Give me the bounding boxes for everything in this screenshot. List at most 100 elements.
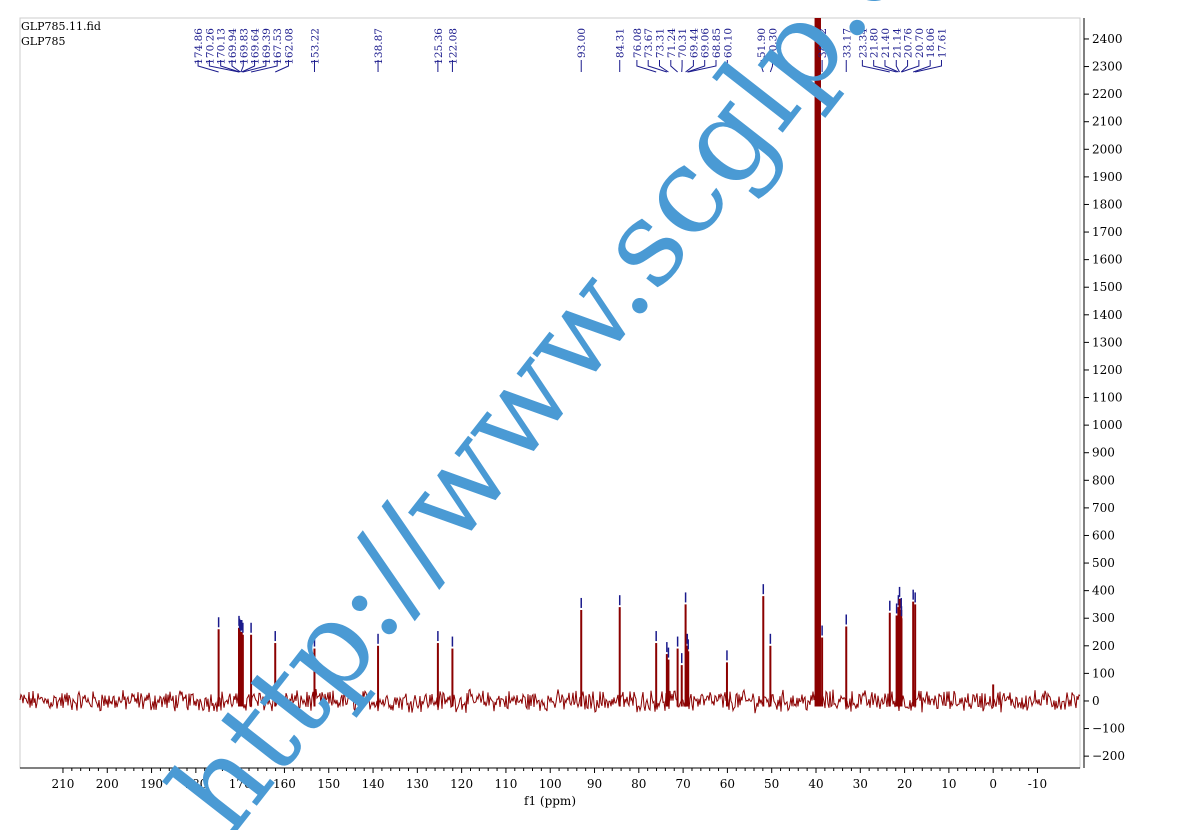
x-tick-label: 90 — [587, 777, 602, 791]
peak-labels-layer: 174.86 170.26 170.13 169.94 169.83 169.64 169.… — [193, 28, 948, 73]
peak-label: 170.13 — [216, 28, 228, 65]
x-tick-label: 210 — [52, 777, 75, 791]
spectrum-layer — [19, 18, 1081, 714]
peak-label: 68.85 — [711, 28, 723, 58]
peak-label: 17.61 — [936, 28, 948, 58]
y-tick-label: 2400 — [1092, 32, 1123, 46]
peak-label: 70.31 — [677, 28, 689, 58]
y-tick-label: 1400 — [1092, 308, 1123, 322]
peak-label: 33.17 — [841, 28, 853, 58]
x-tick-label: 200 — [96, 777, 119, 791]
y-tick-label: 400 — [1092, 584, 1115, 598]
peak-label-connector — [250, 60, 278, 73]
x-tick-label: 150 — [317, 777, 340, 791]
x-tick-label: 10 — [941, 777, 956, 791]
y-tick-label: 1800 — [1092, 197, 1123, 211]
peak-label-connector — [861, 60, 890, 73]
y-tick-label: 200 — [1092, 639, 1115, 653]
y-tick-label: −200 — [1092, 749, 1125, 763]
y-tick-label: 1500 — [1092, 280, 1123, 294]
peak-label: 38.62 — [817, 28, 829, 58]
y-tick-label: 1100 — [1092, 391, 1123, 405]
file-name: GLP785.11.fid — [21, 20, 101, 33]
peak-label: 76.08 — [632, 28, 644, 58]
x-tick-label: 70 — [675, 777, 690, 791]
peak-label: 23.34 — [857, 28, 869, 58]
sample-name: GLP785 — [21, 35, 66, 48]
peak-label-connector — [884, 60, 899, 73]
y-tick-label: 500 — [1092, 556, 1115, 570]
peak-label-connector — [240, 60, 244, 73]
peak-label: 167.53 — [272, 28, 284, 65]
peak-label-connector — [895, 60, 900, 73]
peak-label: 73.67 — [643, 28, 655, 58]
peak-label: 20.70 — [914, 28, 926, 58]
x-tick-label: 160 — [273, 777, 296, 791]
peak-label-connector — [900, 60, 909, 73]
peak-label-connector — [220, 60, 240, 73]
peak-label: 69.06 — [700, 28, 712, 58]
x-tick-label: 190 — [140, 777, 163, 791]
y-tick-label: 2100 — [1092, 115, 1123, 129]
peak-label: 21.80 — [869, 28, 881, 58]
x-tick-label: 50 — [764, 777, 779, 791]
x-tick-label: 30 — [853, 777, 868, 791]
peak-label-connector — [901, 60, 920, 73]
y-tick-label: 1200 — [1092, 363, 1123, 377]
peak-label: 84.31 — [615, 28, 627, 58]
x-tick-label: 100 — [539, 777, 562, 791]
y-tick-label: 1000 — [1092, 418, 1123, 432]
peak-label: 71.24 — [666, 28, 678, 58]
peak-label: 51.90 — [756, 28, 768, 58]
peak-label: 162.08 — [283, 28, 295, 65]
peak-label: 169.64 — [250, 28, 262, 65]
peak-label-connector — [769, 60, 773, 73]
peak-label-connector — [208, 60, 240, 73]
y-tick-label: 1300 — [1092, 335, 1123, 349]
peak-label: 69.44 — [688, 28, 700, 58]
peak-label: 122.08 — [447, 28, 459, 65]
x-tick-label: -10 — [1028, 777, 1047, 791]
x-tick-label: 60 — [720, 777, 735, 791]
x-tick-label: 80 — [631, 777, 646, 791]
peak-label-connector — [231, 60, 241, 73]
peak-label: 50.30 — [767, 28, 779, 58]
peak-label-connector — [242, 60, 267, 73]
y-tick-label: 100 — [1092, 666, 1115, 680]
x-axis-label: f1 (ppm) — [524, 794, 576, 808]
peak-label: 153.22 — [309, 28, 321, 65]
peak-label-connector — [915, 60, 942, 73]
peak-label-connector — [913, 60, 931, 73]
y-tick-label: 900 — [1092, 446, 1115, 460]
peak-label: 60.10 — [722, 28, 734, 58]
x-tick-label: 0 — [989, 777, 997, 791]
peak-label-connector — [241, 60, 256, 73]
x-tick-label: 180 — [184, 777, 207, 791]
peak-label: 18.06 — [925, 28, 937, 58]
peak-label: 93.00 — [576, 28, 588, 58]
y-tick-label: −100 — [1092, 722, 1125, 736]
x-tick-label: 20 — [897, 777, 912, 791]
baseline-noise — [19, 688, 1081, 714]
peak-label-connector — [275, 60, 289, 73]
peak-label: 21.14 — [891, 28, 903, 58]
y-tick-label: 1600 — [1092, 253, 1123, 267]
y-tick-label: 600 — [1092, 528, 1115, 542]
x-tick-label: 140 — [362, 777, 385, 791]
peak-label: 138.87 — [373, 28, 385, 65]
y-tick-label: 1900 — [1092, 170, 1123, 184]
peak-label-connector — [636, 60, 657, 73]
y-axis: −200 −100 0 100 200 300 400 500 600 700 800 900 1000… — [1083, 18, 1125, 768]
x-tick-label: 110 — [494, 777, 517, 791]
y-tick-label: 1700 — [1092, 225, 1123, 239]
y-tick-label: 2300 — [1092, 60, 1123, 74]
peak-label: 73.31 — [654, 28, 666, 58]
x-tick-label: 40 — [808, 777, 823, 791]
y-tick-label: 2000 — [1092, 142, 1123, 156]
peak-label: 169.83 — [238, 28, 250, 65]
peak-label: 174.86 — [193, 28, 205, 65]
y-tick-label: 300 — [1092, 611, 1115, 625]
peak-label: 169.39 — [261, 28, 273, 65]
x-tick-label: 120 — [450, 777, 473, 791]
peak-label-connector — [685, 60, 694, 73]
